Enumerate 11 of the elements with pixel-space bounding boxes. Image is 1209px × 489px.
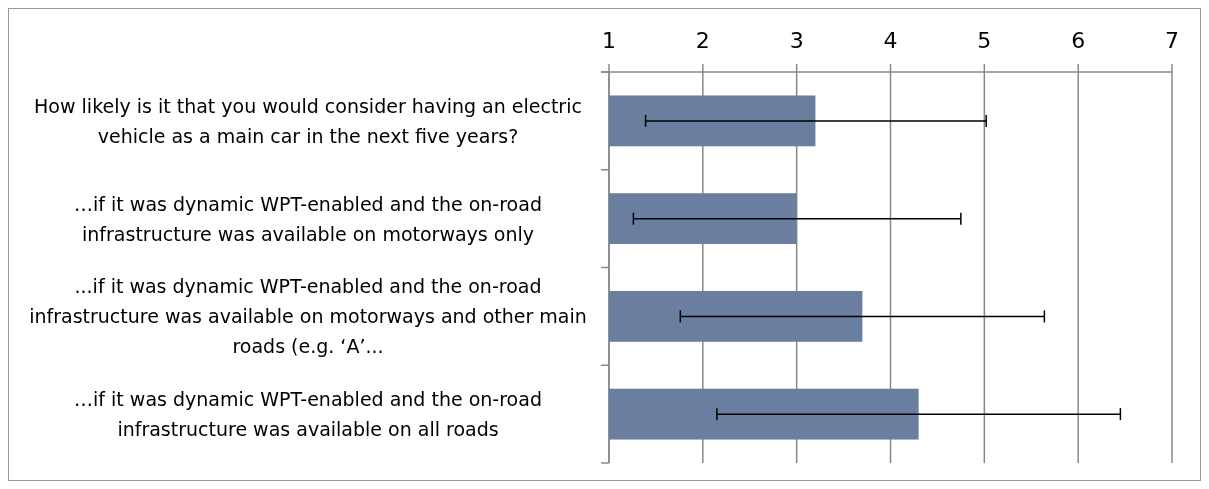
y-tick-label: How likely is it that you would consider having an electric vehicle as a main car in the next five years? — [34, 94, 582, 147]
x-tick-label: 2 — [695, 28, 710, 53]
x-tick-label: 7 — [1165, 28, 1179, 53]
x-tick-label: 6 — [1071, 28, 1086, 53]
x-tick-label: 5 — [977, 28, 992, 53]
x-tick-label: 1 — [602, 28, 616, 53]
y-tick-label: …if it was dynamic WPT-enabled and the on-road infrastructure was available on motorways only — [74, 192, 542, 245]
y-tick-label: …if it was dynamic WPT-enabled and the on-road infrastructure was available on all roads — [74, 388, 542, 441]
x-tick-label: 3 — [789, 28, 804, 53]
x-tick-label: 4 — [883, 28, 898, 53]
y-tick-label: ...if it was dynamic WPT-enabled and the on-road infrastructure was available on motorways and other main roads (e.g. ‘A’... — [29, 275, 587, 358]
